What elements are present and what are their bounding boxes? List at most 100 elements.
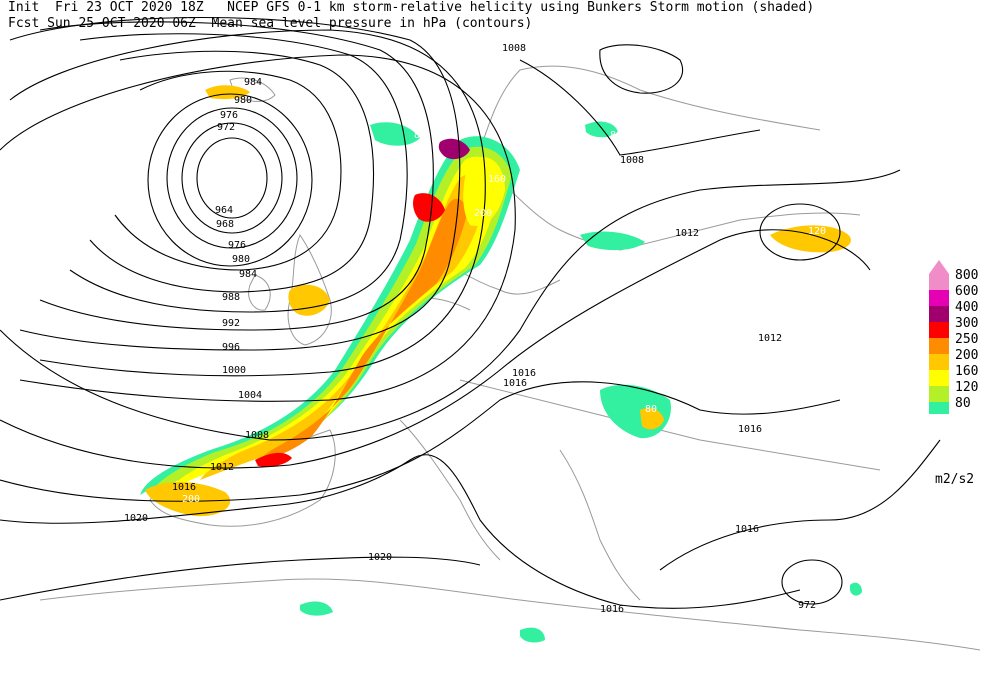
shade-300 xyxy=(413,193,445,222)
isobar-1016b xyxy=(659,439,941,571)
contour-label: 1016 xyxy=(600,604,624,615)
isobar-1020 xyxy=(0,454,801,609)
legend-swatch xyxy=(929,354,949,370)
legend-label-80: 80 xyxy=(955,396,971,411)
shade-300b xyxy=(255,452,292,467)
legend-swatch xyxy=(929,386,949,402)
contour-label: 984 xyxy=(244,77,262,88)
field-label: 160 xyxy=(488,174,506,185)
legend-label-400: 400 xyxy=(955,300,979,315)
shade-iberia xyxy=(145,481,231,517)
shade-scand-y xyxy=(463,156,505,226)
field-label: 200 xyxy=(474,208,492,219)
shade-east xyxy=(770,225,851,253)
legend-label-250: 250 xyxy=(955,332,979,347)
isobar-1020b xyxy=(0,556,481,601)
contour-label: 972 xyxy=(798,600,816,611)
contour-label: 1008 xyxy=(620,155,644,166)
isobar-1012-east xyxy=(759,203,841,261)
legend-label-200: 200 xyxy=(955,348,979,363)
legend-swatch xyxy=(929,322,949,338)
color-legend xyxy=(929,260,949,414)
contour-label: 1000 xyxy=(222,365,246,376)
legend-arrow xyxy=(929,260,949,274)
isobar-1012 xyxy=(0,229,871,469)
contour-label: 980 xyxy=(234,95,252,106)
shade-n xyxy=(370,122,420,146)
legend-label-600: 600 xyxy=(955,284,979,299)
isobar-1004 xyxy=(0,54,516,402)
field-label: 200 xyxy=(182,494,200,505)
legend-swatch xyxy=(929,274,949,290)
isobar-996 xyxy=(9,17,461,351)
isobar-1012-se xyxy=(781,559,843,605)
contour-label: 996 xyxy=(222,342,240,353)
field-label: 80 xyxy=(645,404,657,415)
helicity-shading xyxy=(140,85,862,643)
contour-label: 1012 xyxy=(758,333,782,344)
header-line-1: Init Fri 23 OCT 2020 18Z NCEP GFS 0-1 km… xyxy=(8,0,815,15)
isobar-1000 xyxy=(9,29,486,377)
pressure-contours xyxy=(0,17,941,609)
legend-label-300: 300 xyxy=(955,316,979,331)
contour-labels: 964 968 972 976 980 984 988 992 996 1000… xyxy=(124,43,816,615)
contour-label: 976 xyxy=(228,240,246,251)
contour-label: 1016 xyxy=(738,424,762,435)
field-labels: 80 120 160 200 160 80 120 80 200 120 xyxy=(182,130,826,508)
field-label: 120 xyxy=(808,226,826,237)
contour-label: 968 xyxy=(216,219,234,230)
shade-se xyxy=(850,582,862,596)
shade-africa2 xyxy=(520,627,545,643)
shade-africa xyxy=(300,601,333,616)
isobar-972 xyxy=(166,107,298,249)
legend-label-800: 800 xyxy=(955,268,979,283)
shade-uk xyxy=(288,284,330,316)
shade-250 xyxy=(260,198,468,462)
isobar-984 xyxy=(89,50,375,293)
legend-swatch xyxy=(929,370,949,386)
contour-label: 1016 xyxy=(172,482,196,493)
contour-label: 1008 xyxy=(502,43,526,54)
isobar-980 xyxy=(114,70,342,271)
isobar-976 xyxy=(147,93,313,267)
contour-label: 1016 xyxy=(735,524,759,535)
isobar-968 xyxy=(181,122,283,234)
legend-swatch xyxy=(929,290,949,306)
field-label: 120 xyxy=(355,497,373,508)
field-label: 80 xyxy=(414,130,426,141)
legend-swatch xyxy=(929,338,949,354)
shade-baltic xyxy=(580,231,645,251)
isobar-1008 xyxy=(0,169,901,441)
shade-400 xyxy=(438,138,470,160)
contour-label: 972 xyxy=(217,122,235,133)
shade-ne xyxy=(585,121,618,138)
shade-120 xyxy=(150,146,512,495)
contour-label: 980 xyxy=(232,254,250,265)
contour-label: 1012 xyxy=(675,228,699,239)
contour-label: 988 xyxy=(222,292,240,303)
contour-label: 1016 xyxy=(503,378,527,389)
contour-label: 976 xyxy=(220,110,238,121)
contour-label: 1020 xyxy=(368,552,392,563)
isobar-964 xyxy=(196,137,268,219)
shade-balkan-y xyxy=(640,408,664,430)
contour-label: 1020 xyxy=(124,513,148,524)
contour-label: 992 xyxy=(222,318,240,329)
isobar-1008-ne xyxy=(599,44,683,94)
contour-label: 1012 xyxy=(210,462,234,473)
legend-swatch xyxy=(929,306,949,322)
legend-swatch xyxy=(929,402,949,414)
legend-units: m2/s2 xyxy=(935,472,975,487)
contour-label: 1008 xyxy=(245,430,269,441)
contour-label: 984 xyxy=(239,269,257,280)
isobar-988 xyxy=(69,33,408,313)
isobar-992 xyxy=(39,21,434,331)
contour-label: 964 xyxy=(215,205,233,216)
contour-label: 1016 xyxy=(512,368,536,379)
isobar-1016a xyxy=(0,381,841,502)
legend-label-120: 120 xyxy=(955,380,979,395)
isobar-1008-n xyxy=(519,59,761,156)
legend-label-160: 160 xyxy=(955,364,979,379)
field-label: 160 xyxy=(298,316,316,327)
